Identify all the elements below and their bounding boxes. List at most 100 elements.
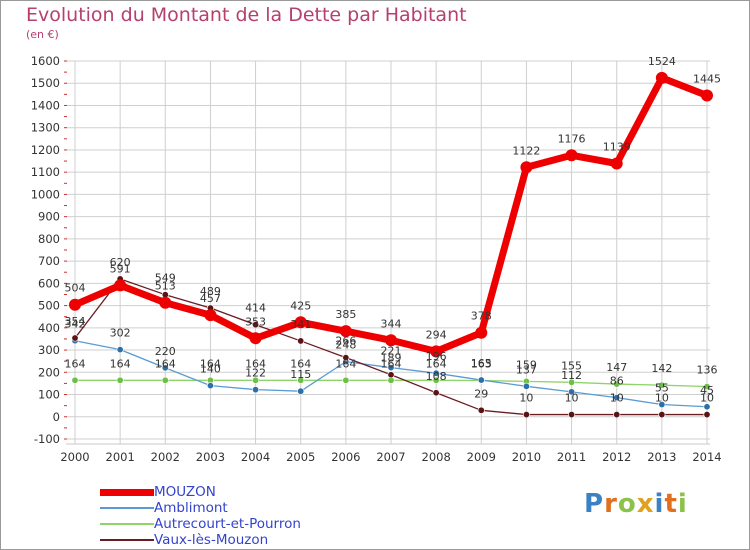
data-point-amblimont [432,369,440,377]
x-tick-label: 2010 [512,450,541,464]
x-tick-label: 2006 [331,450,360,464]
x-tick-label: 2009 [467,450,496,464]
legend-swatch-amblimont [100,507,154,509]
legend-label-mouzon: MOUZON [154,484,216,500]
data-label-amblimont: 140 [200,363,221,376]
y-tick-label: 100 [38,388,60,402]
data-label-mouzon: 1445 [693,72,721,85]
y-tick-label: 600 [38,276,60,290]
data-label-autrecourt-et-pourron: 164 [426,357,447,370]
chart-unit-label: (en €) [26,28,59,41]
data-label-mouzon: 294 [426,328,447,341]
logo-letter: t [664,489,678,519]
data-label-amblimont: 196 [426,350,447,363]
data-point-amblimont [116,346,124,354]
data-label-mouzon: 378 [471,310,492,323]
data-label-vaux-l-s-mouzon: 29 [474,387,488,400]
x-tick-label: 2005 [286,450,315,464]
data-label-mouzon: 1524 [648,55,676,68]
data-point-mouzon [475,326,488,339]
data-label-mouzon: 513 [155,280,176,293]
data-point-vaux-l-s-mouzon [613,411,621,419]
data-point-vaux-l-s-mouzon [522,411,530,419]
data-point-autrecourt-et-pourron [342,376,350,384]
data-point-autrecourt-et-pourron [71,376,79,384]
data-label-vaux-l-s-mouzon: 341 [290,318,311,331]
data-label-mouzon: 1122 [512,144,540,157]
data-point-autrecourt-et-pourron [116,376,124,384]
data-point-mouzon [159,296,172,309]
proxiti-logo: Proxiti [584,489,688,519]
x-tick-label: 2001 [106,450,135,464]
data-label-vaux-l-s-mouzon: 489 [200,285,221,298]
legend-item-amblimont: Amblimont [100,500,301,516]
data-point-autrecourt-et-pourron [658,381,666,389]
data-label-mouzon: 1176 [558,132,586,145]
x-tick-label: 2002 [151,450,180,464]
y-tick-label: 500 [38,299,60,313]
legend-item-vaux-l-s-mouzon: Vaux-lès-Mouzon [100,532,301,548]
y-tick-label: 200 [38,365,60,379]
data-label-vaux-l-s-mouzon: 266 [335,335,356,348]
y-tick-label: 0 [53,410,60,424]
x-tick-label: 2008 [422,450,451,464]
x-tick-label: 2000 [60,450,89,464]
data-label-amblimont: 342 [65,318,86,331]
data-point-amblimont [522,382,530,390]
data-point-mouzon [610,157,623,170]
data-point-autrecourt-et-pourron [161,376,169,384]
chart-legend: MOUZON Amblimont Autrecourt-et-Pourron Vaux… [100,484,301,548]
data-point-mouzon [294,316,307,329]
data-point-vaux-l-s-mouzon [432,389,440,397]
legend-label-amblimont: Amblimont [154,500,228,516]
data-point-vaux-l-s-mouzon [568,411,576,419]
data-label-vaux-l-s-mouzon: 10 [519,392,533,405]
data-point-autrecourt-et-pourron [297,376,305,384]
data-label-mouzon: 457 [200,292,221,305]
data-label-mouzon: 591 [110,262,131,275]
data-label-mouzon: 504 [65,282,86,295]
data-point-amblimont [477,376,485,384]
data-point-vaux-l-s-mouzon [658,411,666,419]
data-label-amblimont: 137 [516,363,537,376]
data-label-amblimont: 112 [561,369,582,382]
data-label-amblimont: 86 [610,375,624,388]
x-tick-label: 2014 [692,450,721,464]
data-point-amblimont [658,401,666,409]
x-tick-label: 2003 [196,450,225,464]
data-label-autrecourt-et-pourron: 164 [155,357,176,370]
data-point-vaux-l-s-mouzon [477,406,485,414]
data-point-vaux-l-s-mouzon [71,334,79,342]
data-label-amblimont: 302 [110,327,131,340]
logo-letter: r [604,489,618,519]
data-label-vaux-l-s-mouzon: 354 [65,315,86,328]
y-tick-label: 800 [38,232,60,246]
legend-label-vaux-l-s-mouzon: Vaux-lès-Mouzon [154,532,269,548]
data-label-autrecourt-et-pourron: 155 [561,359,582,372]
data-point-amblimont [703,403,711,411]
data-point-amblimont [206,382,214,390]
data-label-autrecourt-et-pourron: 164 [245,357,266,370]
x-tick-label: 2007 [376,450,405,464]
y-tick-label: 1000 [31,187,60,201]
y-tick-label: 1600 [31,54,60,68]
data-label-mouzon: 425 [290,299,311,312]
y-tick-label: 1100 [31,165,60,179]
y-tick-label: -100 [34,432,60,446]
data-label-amblimont: 248 [335,339,356,352]
logo-letter: i [677,489,688,519]
legend-item-autrecourt-et-pourron: Autrecourt-et-Pourron [100,516,301,532]
data-label-vaux-l-s-mouzon: 620 [110,256,131,269]
data-point-vaux-l-s-mouzon [252,321,260,329]
data-point-mouzon [339,325,352,338]
data-label-vaux-l-s-mouzon: 10 [610,392,624,405]
data-label-amblimont: 221 [381,345,402,358]
y-tick-label: 900 [38,210,60,224]
data-point-vaux-l-s-mouzon [297,337,305,345]
data-point-amblimont [613,394,621,402]
data-point-autrecourt-et-pourron [432,376,440,384]
data-label-autrecourt-et-pourron: 147 [606,361,627,374]
data-point-mouzon [655,71,668,84]
y-tick-label: 1400 [31,98,60,112]
